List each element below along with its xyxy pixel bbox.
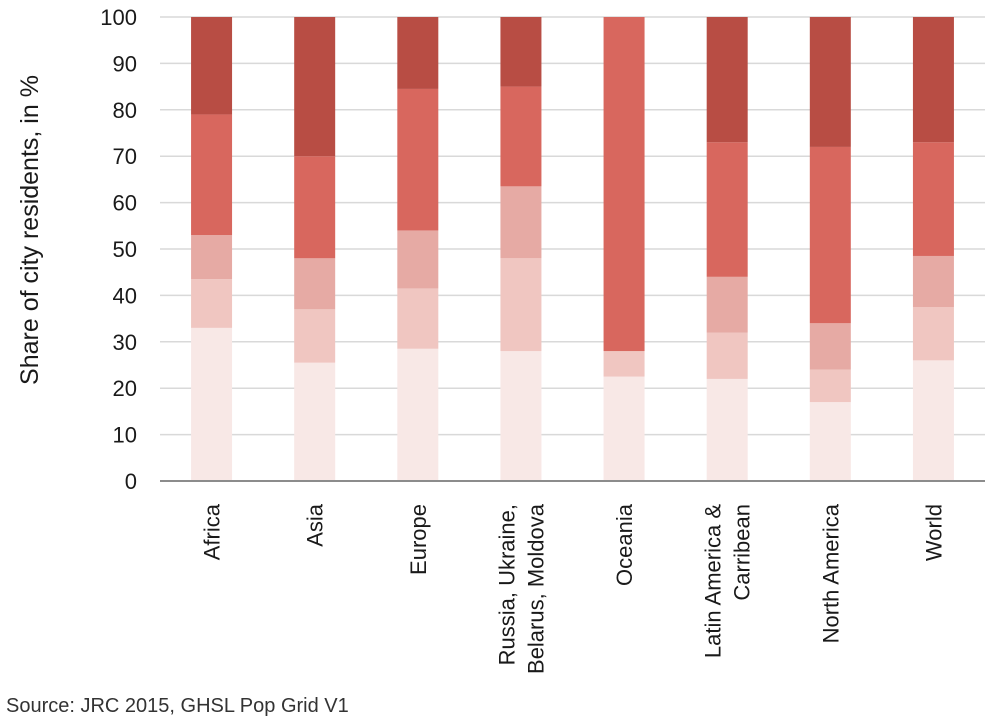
bar-segment	[500, 186, 542, 259]
bar-segment	[397, 230, 439, 289]
x-tick-label: Oceania	[612, 503, 637, 586]
bar-segment	[809, 369, 851, 403]
bar-segment	[191, 327, 233, 481]
y-tick-label: 30	[113, 330, 137, 355]
bars	[191, 17, 954, 481]
y-tick-label: 80	[113, 98, 137, 123]
bar-segment	[191, 235, 233, 280]
bar-segment	[294, 156, 336, 259]
bar-segment	[397, 348, 439, 481]
bar-segment	[706, 378, 748, 481]
y-tick-label: 100	[100, 5, 137, 30]
bar-segment	[706, 142, 748, 277]
x-tick-label: North America	[818, 503, 843, 643]
bar-segment	[500, 86, 542, 187]
axes: 0 10 20 30 40 50 60 70 80 90 100 Africa Asia Europe Ru…	[100, 5, 985, 674]
x-tick-label: Carribean	[730, 504, 755, 601]
bar-segment	[809, 17, 851, 147]
bar-segment	[603, 351, 645, 377]
bar-segment	[912, 142, 954, 256]
y-tick-label: 0	[125, 469, 137, 494]
bar-segment	[603, 17, 645, 352]
bar-segment	[191, 17, 233, 115]
bar-segment	[191, 114, 233, 236]
y-axis-label: Share of city residents, in %	[16, 75, 44, 385]
bar-segment	[912, 307, 954, 361]
bar-segment	[706, 17, 748, 143]
bar-segment	[706, 332, 748, 379]
y-tick-label: 60	[113, 191, 137, 216]
bar-segment	[294, 309, 336, 363]
bar-segment	[603, 376, 645, 481]
x-tick-label: Asia	[303, 503, 328, 547]
bar-segment	[706, 276, 748, 333]
bar-segment	[500, 351, 542, 481]
x-tick-label: Latin America &	[701, 504, 726, 658]
bar-segment	[500, 258, 542, 352]
bar-segment	[294, 17, 336, 157]
bar-segment	[500, 17, 542, 87]
bar-segment	[809, 402, 851, 481]
y-tick-label: 50	[113, 237, 137, 262]
y-tick-label: 10	[113, 423, 137, 448]
bar-segment	[397, 88, 439, 231]
bar-segment	[294, 258, 336, 310]
x-tick-label: Russia, Ukraine,	[494, 504, 519, 665]
y-tick-label: 20	[113, 376, 137, 401]
bar-segment	[912, 360, 954, 481]
x-tick-label: Africa	[200, 503, 225, 560]
bar-segment	[397, 17, 439, 89]
bar-segment	[809, 323, 851, 370]
y-tick-label: 90	[113, 51, 137, 76]
x-tick-label: Europe	[406, 504, 431, 575]
bar-segment	[397, 288, 439, 349]
bar-segment	[912, 255, 954, 307]
bar-segment	[912, 17, 954, 143]
y-tick-label: 40	[113, 283, 137, 308]
bar-segment	[809, 146, 851, 324]
bar-segment	[294, 362, 336, 481]
x-tick-label: Belarus, Moldova	[523, 503, 548, 674]
gridlines	[160, 16, 985, 436]
source-note: Source: JRC 2015, GHSL Pop Grid V1	[6, 695, 349, 717]
y-tick-label: 70	[113, 144, 137, 169]
x-tick-label: World	[921, 504, 946, 561]
bar-segment	[191, 279, 233, 328]
